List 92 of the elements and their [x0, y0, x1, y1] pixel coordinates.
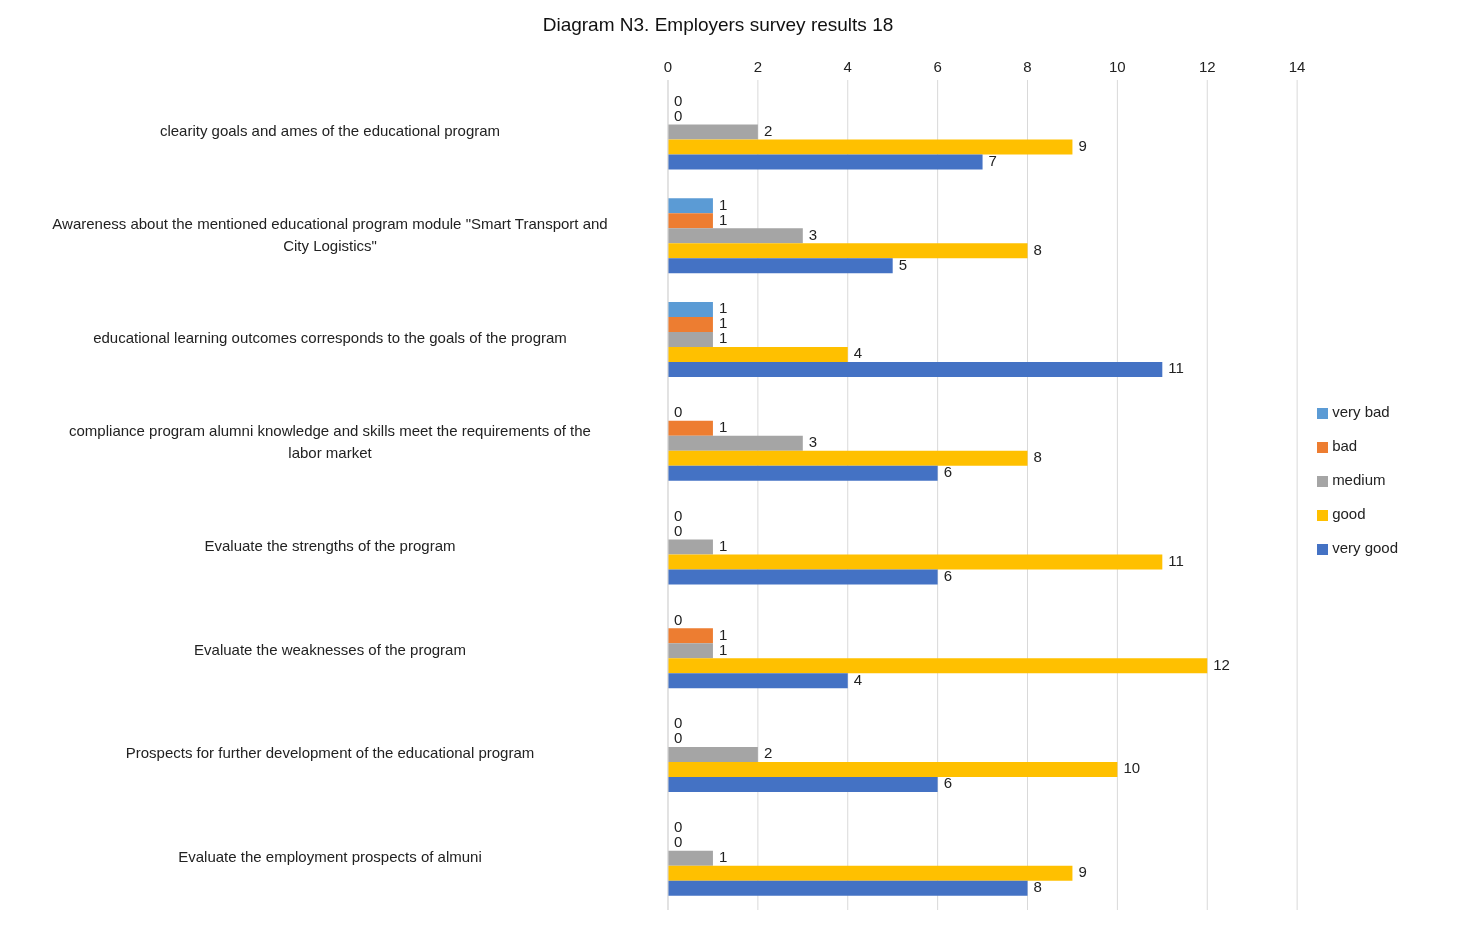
- bar: [668, 435, 803, 451]
- data-label: 6: [943, 566, 952, 584]
- data-label: 2: [763, 744, 773, 762]
- bar: [668, 539, 713, 555]
- bar: [668, 420, 713, 436]
- data-label: 3: [808, 225, 818, 243]
- legend-label: medium: [1332, 471, 1386, 488]
- data-label: 8: [1033, 878, 1042, 896]
- bar: [668, 850, 713, 866]
- x-tick-label: 4: [843, 58, 852, 75]
- y-tick-label: Awareness about the mentioned educational program module "Smart Transport and City Logistics": [52, 214, 608, 254]
- data-label: 0: [674, 91, 683, 109]
- bar: [668, 124, 758, 140]
- bar: [668, 317, 713, 333]
- data-label: 6: [943, 774, 952, 792]
- data-label: 0: [674, 403, 683, 421]
- data-label: 11: [1168, 551, 1184, 569]
- bar: [668, 347, 848, 363]
- data-label: 9: [1078, 863, 1087, 881]
- y-tick-label: Prospects for further development of the educational program: [125, 744, 535, 762]
- x-tick-label: 2: [753, 58, 763, 75]
- x-tick-label: 12: [1198, 58, 1216, 75]
- bar: [668, 465, 938, 481]
- bar: [668, 302, 713, 318]
- bar: [668, 198, 713, 214]
- legend-label: very bad: [1332, 403, 1390, 420]
- bar: [668, 865, 1073, 881]
- bar: [668, 332, 713, 348]
- bar: [668, 362, 1163, 378]
- bar: [668, 628, 713, 644]
- data-label: 11: [1168, 359, 1184, 377]
- bar: [668, 258, 893, 274]
- data-label: 6: [943, 463, 952, 481]
- data-label: 4: [853, 344, 863, 362]
- x-tick-label: 8: [1023, 58, 1032, 75]
- x-tick-label: 0: [663, 58, 673, 75]
- data-label: 1: [718, 299, 728, 317]
- bar: [668, 139, 1073, 155]
- data-label: 1: [718, 195, 728, 213]
- legend-label: very good: [1332, 539, 1398, 556]
- bar: [668, 643, 713, 659]
- data-label: 0: [674, 714, 683, 732]
- bar: [668, 658, 1208, 674]
- bar: [668, 747, 758, 763]
- data-label: 3: [808, 433, 818, 451]
- data-label: 1: [718, 418, 728, 436]
- data-label: 1: [718, 625, 728, 643]
- legend-label: good: [1332, 505, 1366, 522]
- data-label: 0: [674, 521, 683, 539]
- data-label: 1: [718, 210, 728, 228]
- data-label: 0: [674, 729, 683, 747]
- data-label: 0: [674, 610, 683, 628]
- data-label: 8: [1033, 240, 1042, 258]
- bar: [668, 673, 848, 689]
- bar: [668, 777, 938, 793]
- data-label: 1: [718, 314, 728, 332]
- x-tick-label: 10: [1109, 58, 1126, 75]
- data-label: 9: [1078, 136, 1087, 154]
- bar: [668, 880, 1028, 896]
- bar: [668, 243, 1028, 259]
- data-label: 1: [718, 536, 728, 554]
- bar: [668, 554, 1163, 570]
- bar: [668, 450, 1028, 466]
- bar: [668, 213, 713, 229]
- y-tick-label: educational learning outcomes corresponds to the goals of the program: [93, 329, 567, 347]
- data-label: 10: [1123, 759, 1141, 777]
- y-tick-label: Evaluate the strengths of the program: [204, 536, 456, 554]
- data-label: 1: [718, 640, 728, 658]
- data-label: 8: [1033, 448, 1042, 466]
- y-tick-label: Evaluate the weaknesses of the program: [194, 640, 466, 658]
- data-label: 2: [763, 121, 773, 139]
- data-label: 0: [674, 818, 683, 836]
- legend-label: bad: [1332, 437, 1358, 454]
- data-label: 0: [674, 833, 683, 851]
- data-label: 0: [674, 506, 683, 524]
- x-tick-label: 14: [1288, 58, 1306, 75]
- y-tick-label: clearity goals and ames of the educational program: [159, 121, 501, 139]
- data-label: 12: [1213, 655, 1230, 673]
- data-label: 0: [674, 106, 683, 124]
- y-tick-label: Evaluate the employment prospects of almuni: [178, 848, 482, 866]
- data-label: 5: [898, 255, 908, 273]
- y-tick-label: compliance program alumni knowledge and skills meet the requirements of the labor market: [69, 422, 591, 462]
- data-label: 1: [718, 329, 728, 347]
- data-label: 4: [853, 670, 863, 688]
- bar: [668, 228, 803, 244]
- bar: [668, 154, 983, 170]
- chart-title: Diagram N3. Employers survey results 18: [541, 14, 895, 37]
- data-label: 1: [718, 848, 728, 866]
- bar: [668, 569, 938, 585]
- x-tick-label: 6: [933, 58, 942, 75]
- bar: [668, 762, 1118, 778]
- data-label: 7: [988, 151, 997, 169]
